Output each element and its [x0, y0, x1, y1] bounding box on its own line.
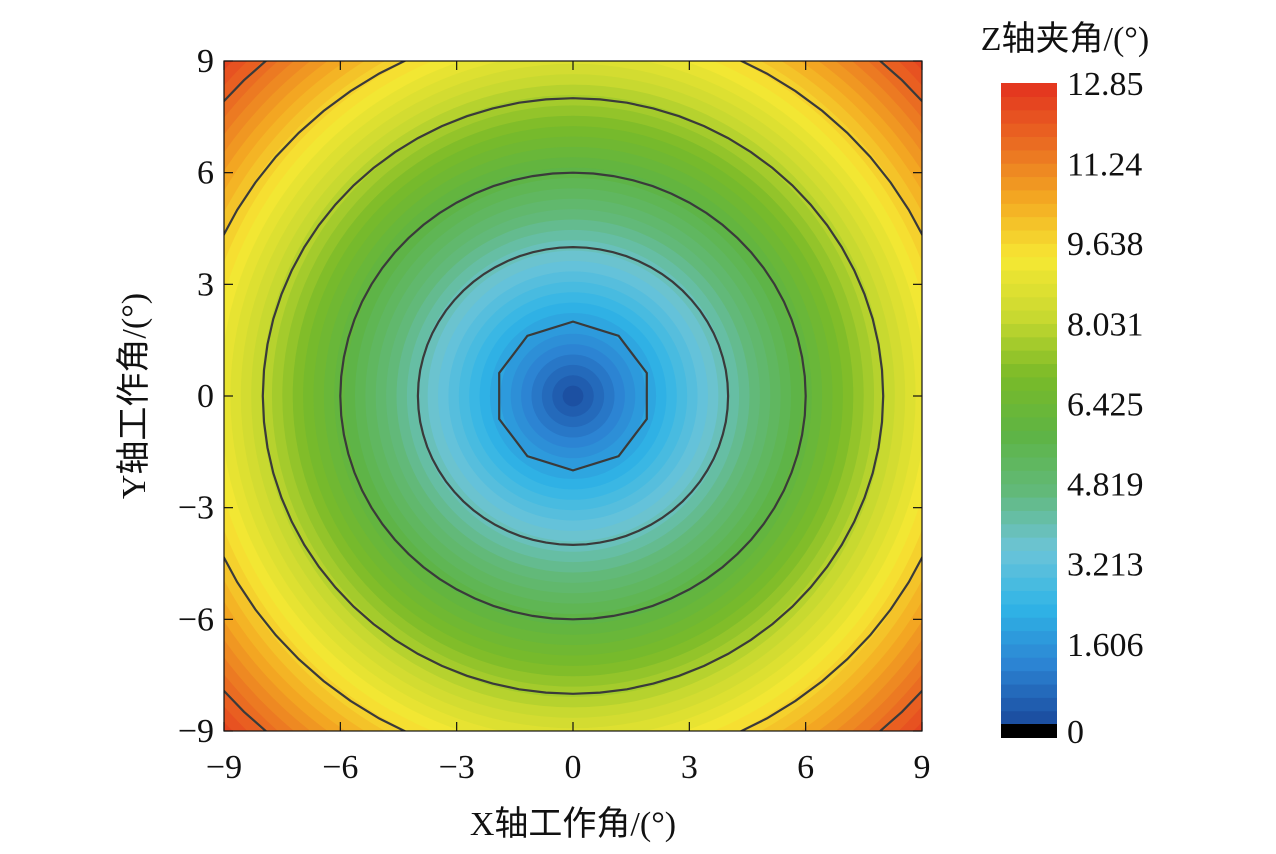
x-tick-label: −9	[206, 749, 242, 786]
contour-line	[498, 320, 648, 472]
colorbar-swatch	[1001, 216, 1057, 231]
y-tick-label: −3	[178, 490, 214, 527]
colorbar-swatch	[1001, 163, 1057, 178]
colorbar-swatch	[1001, 269, 1057, 284]
contour-line	[261, 97, 885, 695]
colorbar-tick-label: 8.031	[1067, 306, 1144, 343]
colorbar-swatch	[1001, 403, 1057, 418]
x-tick-label: 9	[914, 749, 931, 786]
x-tick-label: 6	[797, 749, 814, 786]
colorbar-swatch	[1001, 96, 1057, 111]
colorbar-swatch	[1001, 376, 1057, 391]
colorbar-swatch	[1001, 189, 1057, 204]
colorbar-tick-label: 1.606	[1067, 627, 1144, 664]
x-tick-label: 3	[681, 749, 698, 786]
y-axis-title: Y轴工作角/(°)	[115, 293, 153, 499]
colorbar-swatch	[1001, 577, 1057, 592]
colorbar-swatch	[1001, 683, 1057, 698]
axes: −9 −6 −3 0 3 6 9 −9 −6 −3 0 3 6 9	[178, 43, 931, 786]
contour-line	[339, 171, 807, 621]
colorbar-tick-label: 4.819	[1067, 467, 1144, 504]
colorbar-swatch	[1001, 123, 1057, 138]
colorbar-swatch	[1001, 617, 1057, 632]
colorbar-swatch	[1001, 176, 1057, 191]
colorbar-swatch	[1001, 350, 1057, 365]
y-tick-label: 6	[197, 155, 214, 192]
colorbar-swatch	[1001, 550, 1057, 565]
colorbar-tick-label: 9.638	[1067, 226, 1144, 263]
colorbar-swatch	[1001, 229, 1057, 244]
colorbar-tick-label: 3.213	[1067, 547, 1144, 584]
x-tick-label: −3	[439, 749, 475, 786]
colorbar-swatch	[1001, 363, 1057, 378]
colorbar-swatch	[1001, 416, 1057, 431]
colorbar: 0 1.606 3.213 4.819 6.425 8.031 9.638 11.24 12.8…	[1001, 66, 1144, 751]
contour-line	[416, 245, 730, 547]
colorbar-swatch	[1001, 697, 1057, 712]
x-tick-label: 0	[565, 749, 582, 786]
contour-line	[224, 61, 922, 731]
colorbar-swatch	[1001, 670, 1057, 685]
colorbar-swatch	[1001, 323, 1057, 338]
colorbar-swatch	[1001, 590, 1057, 605]
colorbar-swatch	[1001, 149, 1057, 164]
colorbar-swatch	[1001, 470, 1057, 485]
colorbar-swatch	[1001, 390, 1057, 405]
colorbar-title: Z轴夹角/(°)	[981, 20, 1149, 58]
colorbar-swatch	[1001, 203, 1057, 218]
colorbar-swatch	[1001, 283, 1057, 298]
colorbar-swatch	[1001, 483, 1057, 498]
contour-band	[562, 385, 584, 407]
contour-lines	[224, 61, 922, 731]
x-axis-title: X轴工作角/(°)	[470, 805, 676, 843]
colorbar-swatch	[1001, 657, 1057, 672]
colorbar-swatch	[1001, 296, 1057, 311]
colorbar-swatch	[1001, 523, 1057, 538]
colorbar-swatch	[1001, 310, 1057, 324]
colorbar-swatch	[1001, 83, 1057, 97]
colorbar-tick-label: 12.85	[1067, 66, 1144, 103]
colorbar-swatch	[1001, 136, 1057, 151]
colorbar-swatch	[1001, 537, 1057, 551]
colorbar-swatch	[1001, 336, 1057, 351]
colorbar-swatch	[1001, 256, 1057, 271]
colorbar-swatch	[1001, 643, 1057, 658]
colorbar-swatch	[1001, 243, 1057, 258]
colorbar-swatch	[1001, 496, 1057, 511]
colorbar-swatch	[1001, 456, 1057, 471]
colorbar-tick-label: 6.425	[1067, 387, 1144, 424]
y-tick-label: 9	[197, 43, 214, 80]
colorbar-swatch	[1001, 109, 1057, 124]
colorbar-zero-swatch	[1001, 724, 1057, 738]
y-tick-label: −9	[178, 713, 214, 750]
colorbar-swatch	[1001, 430, 1057, 445]
y-tick-label: 0	[197, 378, 214, 415]
colorbar-tick-label: 11.24	[1067, 146, 1142, 183]
y-tick-label: 3	[197, 266, 214, 303]
y-tick-label: −6	[178, 601, 214, 638]
colorbar-swatch	[1001, 510, 1057, 525]
colorbar-swatch	[1001, 443, 1057, 458]
x-tick-label: −6	[322, 749, 358, 786]
colorbar-swatch	[1001, 710, 1057, 725]
colorbar-tick-label: 0	[1067, 714, 1084, 751]
colorbar-swatch	[1001, 630, 1057, 645]
colorbar-swatch	[1001, 563, 1057, 578]
plot-area	[224, 61, 922, 731]
colorbar-swatch	[1001, 603, 1057, 618]
